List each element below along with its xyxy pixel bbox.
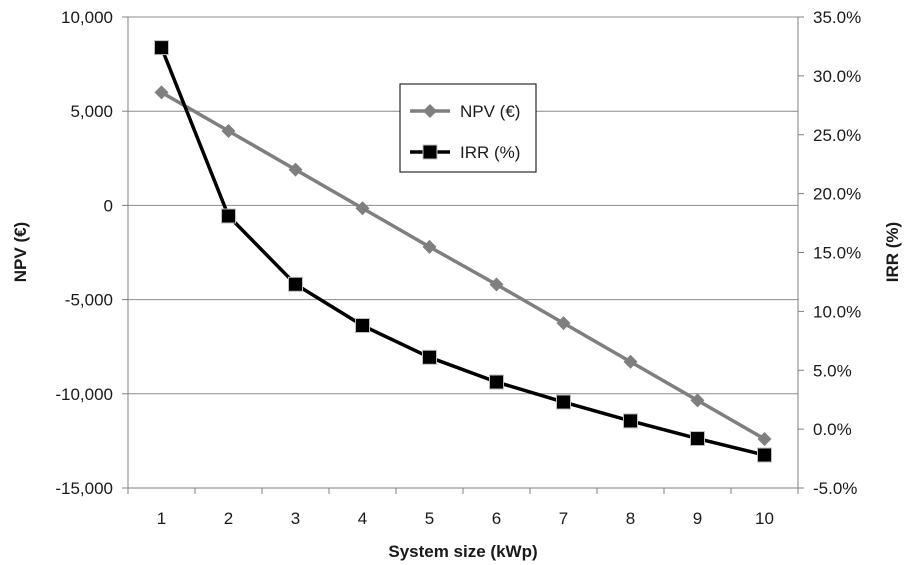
npv-point [355, 201, 370, 216]
y2-tick-label: -5.0% [813, 479, 857, 498]
y-tick-label: -10,000 [55, 385, 113, 404]
y2-tick-label: 0.0% [813, 420, 852, 439]
npv-point [489, 277, 504, 292]
x-tick-label: 9 [693, 509, 702, 528]
series-line-1 [159, 46, 765, 457]
series-layer [154, 40, 772, 463]
x-tick-label: 3 [291, 509, 300, 528]
npv-point [154, 85, 169, 100]
y-tick-label: 10,000 [61, 8, 113, 27]
irr-point [623, 413, 638, 429]
y2-axis-title: IRR (%) [883, 222, 902, 282]
legend-npv-label: NPV (€) [460, 102, 520, 121]
x-tick-label: 5 [425, 509, 434, 528]
series-line-0 [160, 90, 766, 441]
y2-tick-label: 20.0% [813, 185, 861, 204]
npv-point [556, 316, 571, 331]
npv-point [221, 123, 236, 138]
y2-tick-label: 5.0% [813, 361, 852, 380]
irr-point [690, 431, 705, 447]
y-tick-label: 0 [104, 196, 113, 215]
y-tick-label: -15,000 [55, 479, 113, 498]
npv-point [422, 239, 437, 254]
y2-tick-label: 15.0% [813, 244, 861, 263]
legend: NPV (€) IRR (%) [399, 83, 537, 173]
irr-point [355, 318, 370, 334]
irr-point [221, 208, 236, 224]
irr-point [422, 349, 437, 365]
irr-point [489, 374, 504, 390]
y2-tick-label: 30.0% [813, 67, 861, 86]
y-tick-label: -5,000 [65, 291, 113, 310]
npv-point [623, 354, 638, 369]
legend-npv-marker [423, 104, 437, 118]
y-axis-title: NPV (€) [11, 222, 30, 282]
npv-point [757, 432, 772, 447]
irr-point [288, 276, 303, 292]
axes [122, 16, 804, 494]
x-axis-title: System size (kWp) [388, 542, 537, 561]
npv-point [690, 393, 705, 408]
npv-point [288, 162, 303, 177]
y2-tick-label: 35.0% [813, 8, 861, 27]
legend-irr-marker [422, 144, 438, 160]
legend-irr-label: IRR (%) [460, 143, 520, 162]
y-tick-label: 5,000 [70, 102, 113, 121]
y2-tick-label: 25.0% [813, 126, 861, 145]
x-tick-label: 8 [626, 509, 635, 528]
irr-point [154, 40, 169, 56]
x-tick-label: 2 [224, 509, 233, 528]
x-tick-label: 6 [492, 509, 501, 528]
y2-tick-label: 10.0% [813, 302, 861, 321]
irr-point [757, 447, 772, 463]
tick-labels: 10,0005,0000-5,000-10,000-15,00035.0%30.… [55, 8, 861, 528]
x-tick-label: 4 [358, 509, 367, 528]
irr-point [556, 394, 571, 410]
x-tick-label: 1 [157, 509, 166, 528]
x-tick-label: 10 [755, 509, 774, 528]
x-tick-label: 7 [559, 509, 568, 528]
